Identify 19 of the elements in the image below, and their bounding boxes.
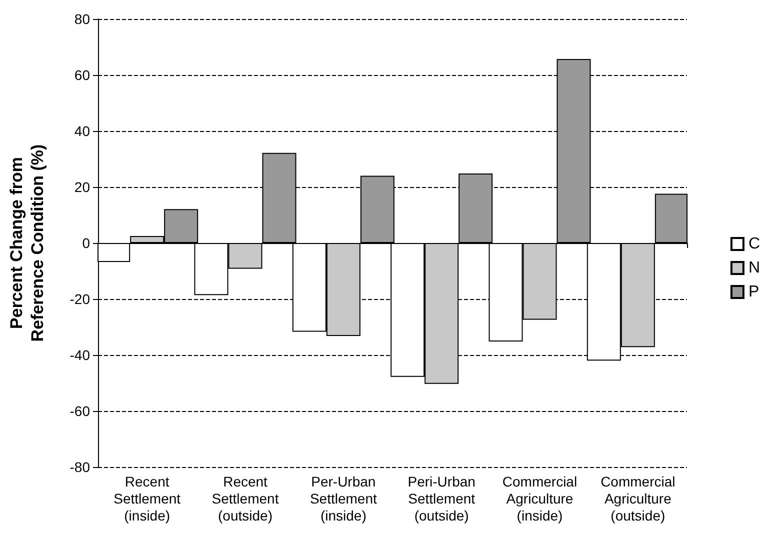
y-tick-label: -40	[70, 347, 90, 363]
y-tick-label: -20	[70, 291, 90, 307]
legend-label: P	[748, 284, 760, 300]
x-tick-label: Commercial Agriculture (outside)	[600, 474, 676, 524]
y-axis-title: Percent Change from Reference Condition (%)	[7, 144, 47, 342]
legend-label: N	[748, 260, 760, 276]
x-tick-label: Recent Settlement (inside)	[114, 474, 181, 524]
x-tick-label: Per-Urban Settlement (inside)	[310, 474, 377, 524]
y-tick-label: -60	[70, 403, 90, 419]
x-tick-label: Commercial Agriculture (inside)	[502, 474, 578, 524]
y-tick-label: 0	[82, 235, 90, 251]
y-tick-label: 60	[74, 67, 90, 83]
y-tick-label: 40	[74, 123, 90, 139]
x-tick-label: Recent Settlement (outside)	[212, 474, 279, 524]
x-tick-label: Peri-Urban Settlement (outside)	[408, 474, 476, 524]
y-tick-label: 20	[74, 179, 90, 195]
legend-label: C	[748, 236, 760, 252]
y-tick-label: -80	[70, 459, 90, 475]
y-tick-label: 80	[74, 11, 90, 27]
